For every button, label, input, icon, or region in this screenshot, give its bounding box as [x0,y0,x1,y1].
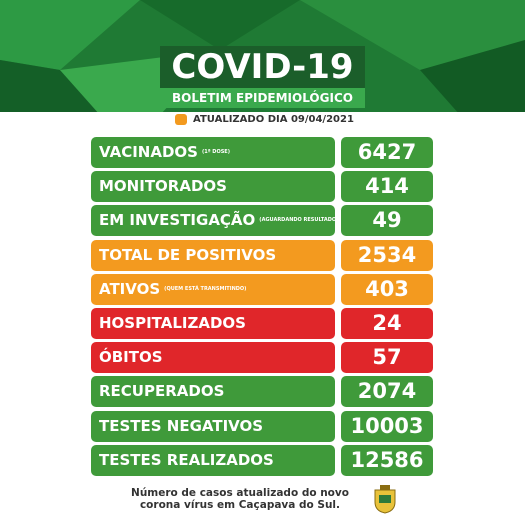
row-value: 12586 [341,444,433,476]
row-value: 57 [341,342,433,374]
row-value: 2534 [341,239,433,271]
row-note: (AGUARDANDO RESULTADO) [259,217,335,224]
footer-text: Número de casos atualizado do novo coron… [131,487,349,511]
row-label-box: TESTES REALIZADOS [91,444,335,476]
row-label-box: VACINADOS (1ª DOSE) [91,137,335,168]
row-label: TOTAL DE POSITIVOS [99,245,277,264]
row-value: 10003 [341,410,433,442]
row-label: ATIVOS [99,279,161,298]
row-label-box: ATIVOS (QUEM ESTÁ TRANSMITINDO) [91,273,335,305]
row-label: HOSPITALIZADOS [99,314,246,332]
coat-of-arms [374,485,396,514]
calendar-icon [175,114,187,125]
row-label-box: ÓBITOS [91,342,335,374]
row-value: 2074 [341,376,433,408]
updated-date: ATUALIZADO DIA 09/04/2021 [193,114,354,125]
row-value: 24 [341,308,433,339]
row-label-box: TESTES NEGATIVOS [91,410,335,442]
row-label: TESTES NEGATIVOS [99,416,264,435]
row-value: 6427 [341,137,433,168]
row-label-box: RECUPERADOS [91,376,335,408]
row-label-box: EM INVESTIGAÇÃO (AGUARDANDO RESULTADO) [91,205,335,237]
row-label-box: TOTAL DE POSITIVOS [91,239,335,271]
row-value: 49 [341,205,433,237]
row-value: 414 [341,171,433,203]
row-label: ÓBITOS [99,348,163,367]
row-label: VACINADOS [99,143,198,161]
row-label: TESTES REALIZADOS [99,450,274,469]
row-note: (QUEM ESTÁ TRANSMITINDO) [164,285,247,292]
row-label: RECUPERADOS [99,382,225,401]
row-label-box: HOSPITALIZADOS [91,308,335,339]
row-label: MONITORADOS [99,177,227,196]
row-value: 403 [341,273,433,305]
title: COVID-19 [160,46,365,88]
row-note: (1ª DOSE) [201,149,230,155]
row-label-box: MONITORADOS [91,171,335,203]
row-label: EM INVESTIGAÇÃO [99,211,256,230]
subtitle: BOLETIM EPIDEMIOLÓGICO [160,88,365,108]
